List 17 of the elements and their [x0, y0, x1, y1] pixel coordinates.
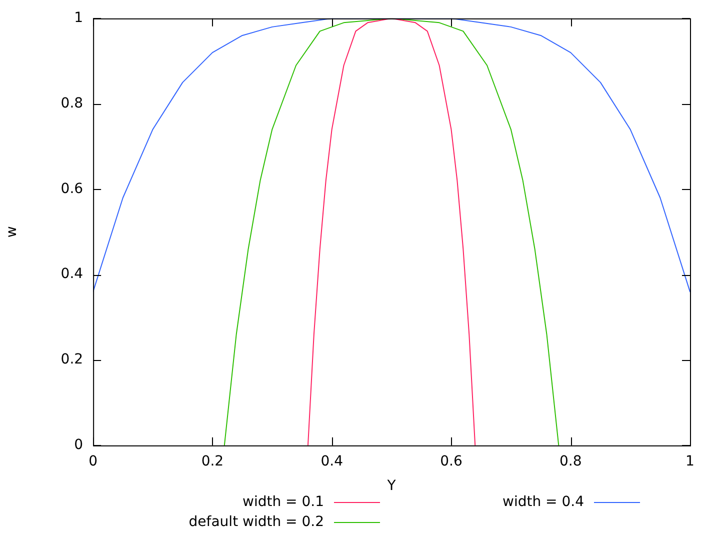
y-tick-label: 0.6: [60, 180, 84, 197]
x-tick-label: 0.8: [559, 453, 582, 470]
x-tick-label: 1: [686, 453, 694, 470]
y-tick-label: 0.2: [60, 352, 84, 368]
x-tick-label: 0: [88, 453, 98, 470]
legend-label: width = 0.4: [502, 494, 584, 510]
x-tick-label: 0.6: [440, 453, 462, 470]
y-tick-label: 0: [74, 437, 84, 454]
x-axis-title: Y: [386, 478, 396, 494]
legend-label: default width = 0.2: [188, 514, 324, 530]
x-tick-label: 0.4: [320, 453, 344, 470]
y-tick-label: 0.4: [60, 266, 84, 282]
y-tick-label: 0.8: [60, 95, 84, 112]
y-tick-label: 1: [74, 10, 84, 26]
y-axis-title: w: [4, 226, 20, 238]
x-tick-label: 0.2: [201, 453, 224, 470]
legend-label: width = 0.1: [242, 494, 324, 510]
